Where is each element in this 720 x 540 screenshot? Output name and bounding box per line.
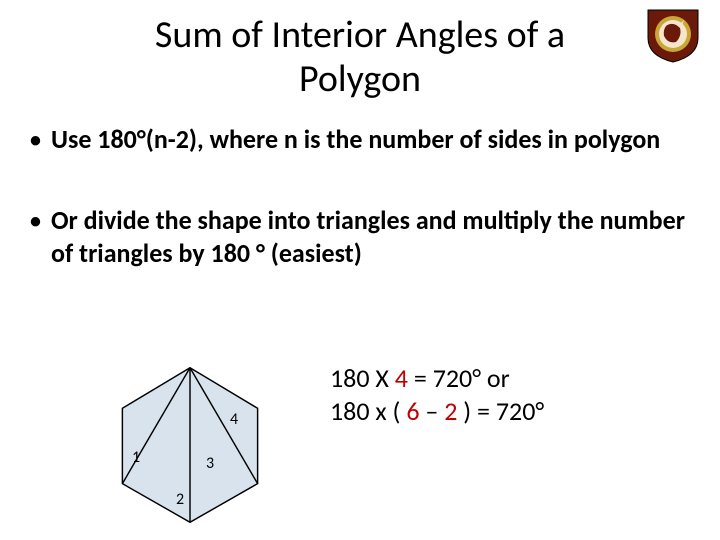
calc-l2b: ) = 720° — [457, 395, 544, 427]
triangle-label-2: 2 — [176, 490, 184, 509]
calc-l1a: 180 X — [330, 362, 395, 394]
calc-two: 2 — [444, 395, 457, 427]
calc-l1b: = 720° or — [408, 362, 510, 394]
triangle-label-1: 1 — [132, 448, 140, 467]
hexagon-diagram: 1 2 3 4 — [90, 360, 290, 530]
calculation-text: 180 X 4 = 720° or 180 x ( 6 – 2 ) = 720° — [330, 362, 544, 427]
title-line-1: Sum of Interior Angles of a — [155, 12, 565, 58]
bullet-2-text: Or divide the shape into triangles and m… — [51, 204, 690, 269]
calc-six: 6 — [406, 395, 419, 427]
bullet-marker: • — [30, 204, 41, 237]
bullet-list: • Use 180°(n-2), where n is the number o… — [0, 101, 720, 269]
calc-minus: – — [420, 395, 445, 427]
calc-l2a: 180 x ( — [330, 395, 406, 427]
bullet-marker: • — [30, 123, 41, 156]
bullet-2: • Or divide the shape into triangles and… — [30, 204, 690, 269]
calc-four: 4 — [395, 362, 408, 394]
title-line-2: Polygon — [299, 56, 421, 102]
triangle-label-3: 3 — [206, 454, 214, 473]
diagram-row: 1 2 3 4 180 X 4 = 720° or 180 x ( 6 – 2 … — [0, 360, 720, 530]
bullet-1: • Use 180°(n-2), where n is the number o… — [30, 123, 690, 156]
page-title: Sum of Interior Angles of a Polygon — [0, 0, 720, 101]
triangle-label-4: 4 — [230, 410, 238, 429]
bullet-1-text: Use 180°(n-2), where n is the number of … — [51, 123, 690, 156]
school-logo — [644, 6, 702, 64]
